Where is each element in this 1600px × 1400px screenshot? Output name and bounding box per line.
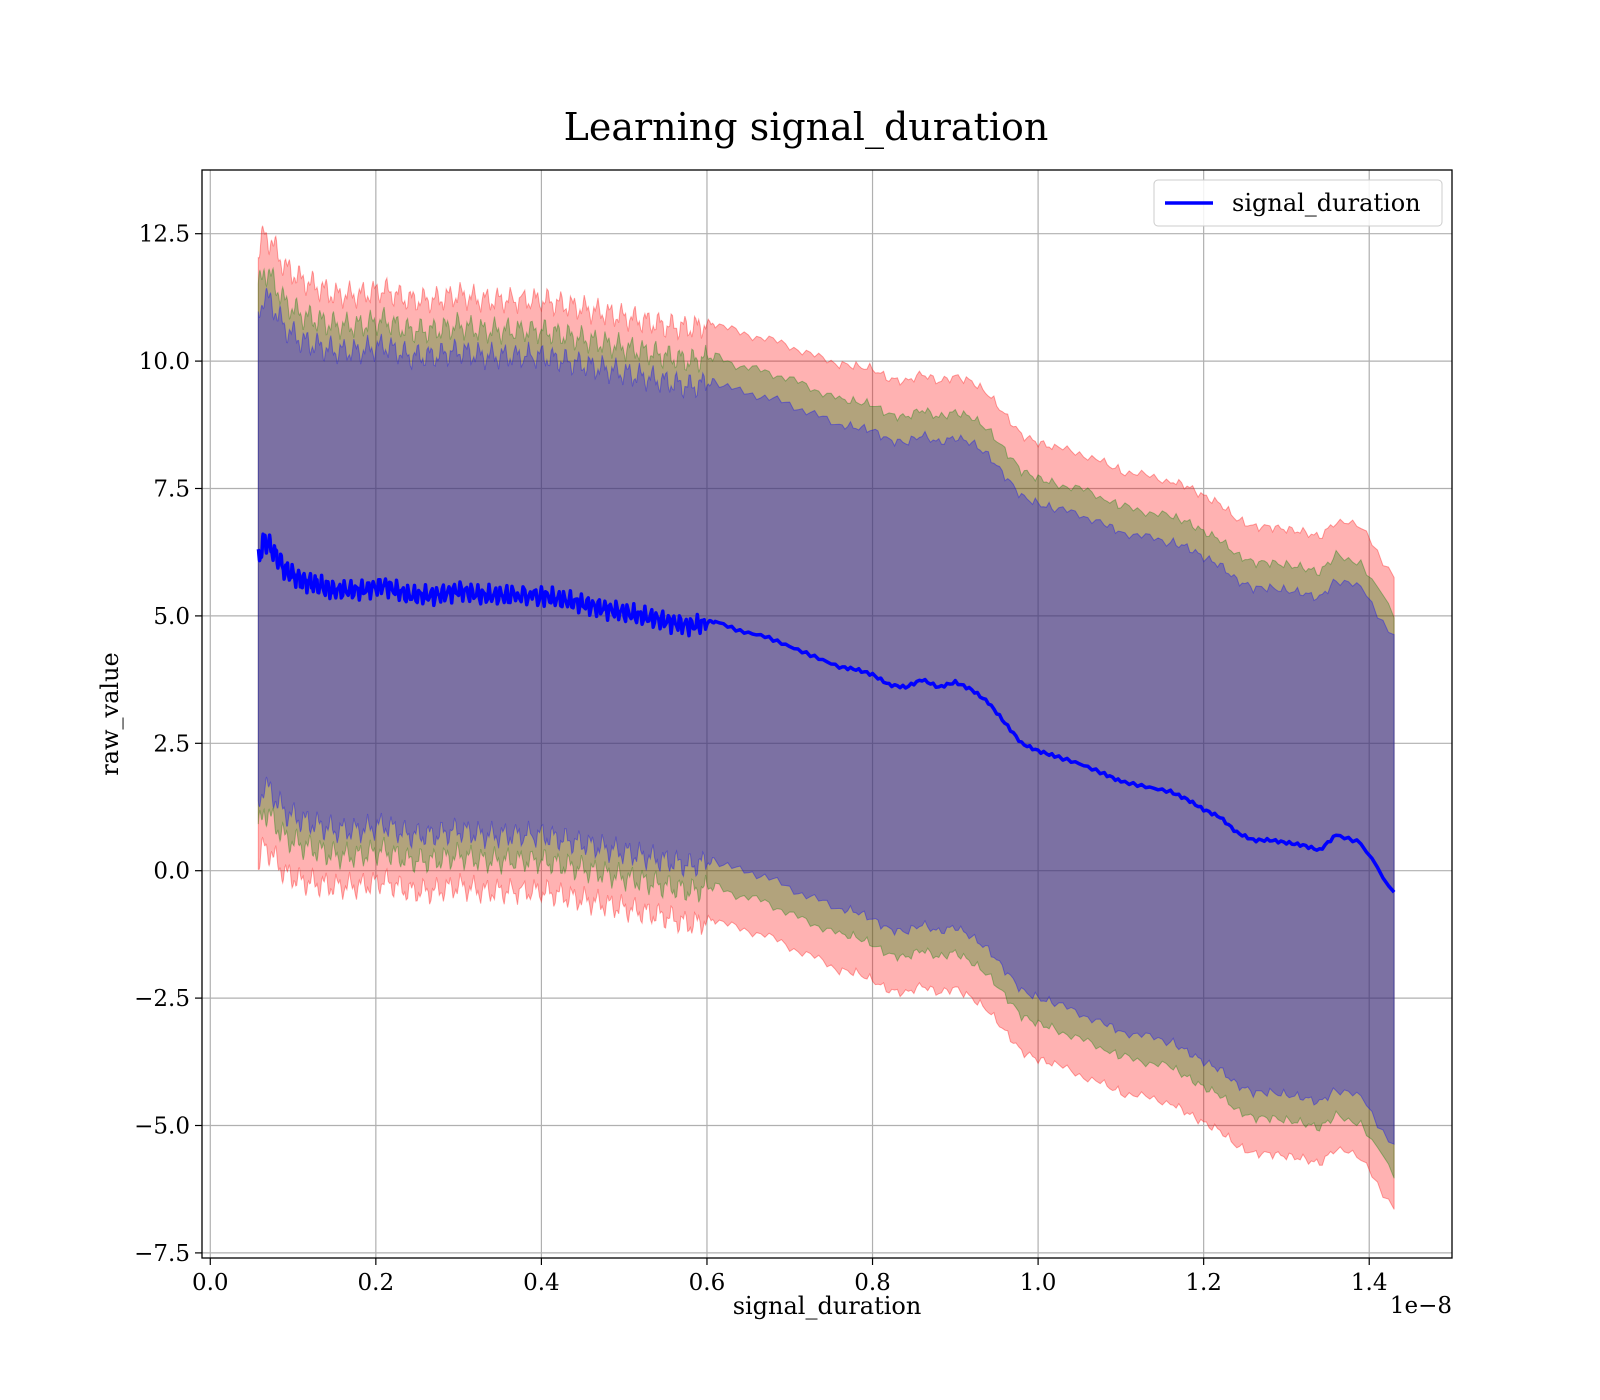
y-tick-label: 7.5 xyxy=(153,477,190,503)
x-tick-label: 1.2 xyxy=(1185,1270,1222,1296)
x-tick-label: 0.8 xyxy=(854,1270,891,1296)
x-tick-label: 0.2 xyxy=(358,1270,395,1296)
series-lines xyxy=(256,532,1396,894)
y-tick-label: 12.5 xyxy=(139,222,190,248)
plot-area-frame xyxy=(201,169,1453,1259)
y-axis-label: raw_value xyxy=(96,652,124,776)
x-tick-label: 0.6 xyxy=(689,1270,726,1296)
y-tick-label: 2.5 xyxy=(153,731,190,757)
x-axis-label: signal_duration xyxy=(733,1292,922,1320)
x-tick-label: 1.4 xyxy=(1351,1270,1388,1296)
chart-title: Learning signal_duration xyxy=(564,105,1049,150)
legend-label: signal_duration xyxy=(1232,189,1421,217)
band-middle xyxy=(257,266,1395,1179)
y-tick-label: 5.0 xyxy=(153,604,190,630)
x-tick-label: 1.0 xyxy=(1020,1270,1057,1296)
legend-box xyxy=(1153,179,1443,227)
axis-ticks: 0.0 0.2 0.4 0.6 0.8 1.0 1.2 1.4 −7.5 −5.0 −2.5 0.0 2… xyxy=(134,222,1387,1296)
y-tick-label: −2.5 xyxy=(134,986,190,1012)
series-line-signal-duration xyxy=(256,532,1396,894)
band-outer xyxy=(257,225,1395,1210)
y-tick-label: 10.0 xyxy=(139,349,190,375)
band-inner xyxy=(257,287,1395,1145)
x-axis-offset-text: 1e−8 xyxy=(1390,1293,1452,1319)
y-tick-label: 0.0 xyxy=(153,859,190,885)
confidence-bands xyxy=(257,225,1395,1210)
y-tick-label: −5.0 xyxy=(134,1114,190,1140)
x-tick-label: 0.4 xyxy=(523,1270,560,1296)
legend: signal_duration xyxy=(1153,179,1443,227)
x-tick-label: 0.0 xyxy=(192,1270,229,1296)
y-tick-label: −7.5 xyxy=(134,1241,190,1267)
grid xyxy=(202,170,1452,1258)
